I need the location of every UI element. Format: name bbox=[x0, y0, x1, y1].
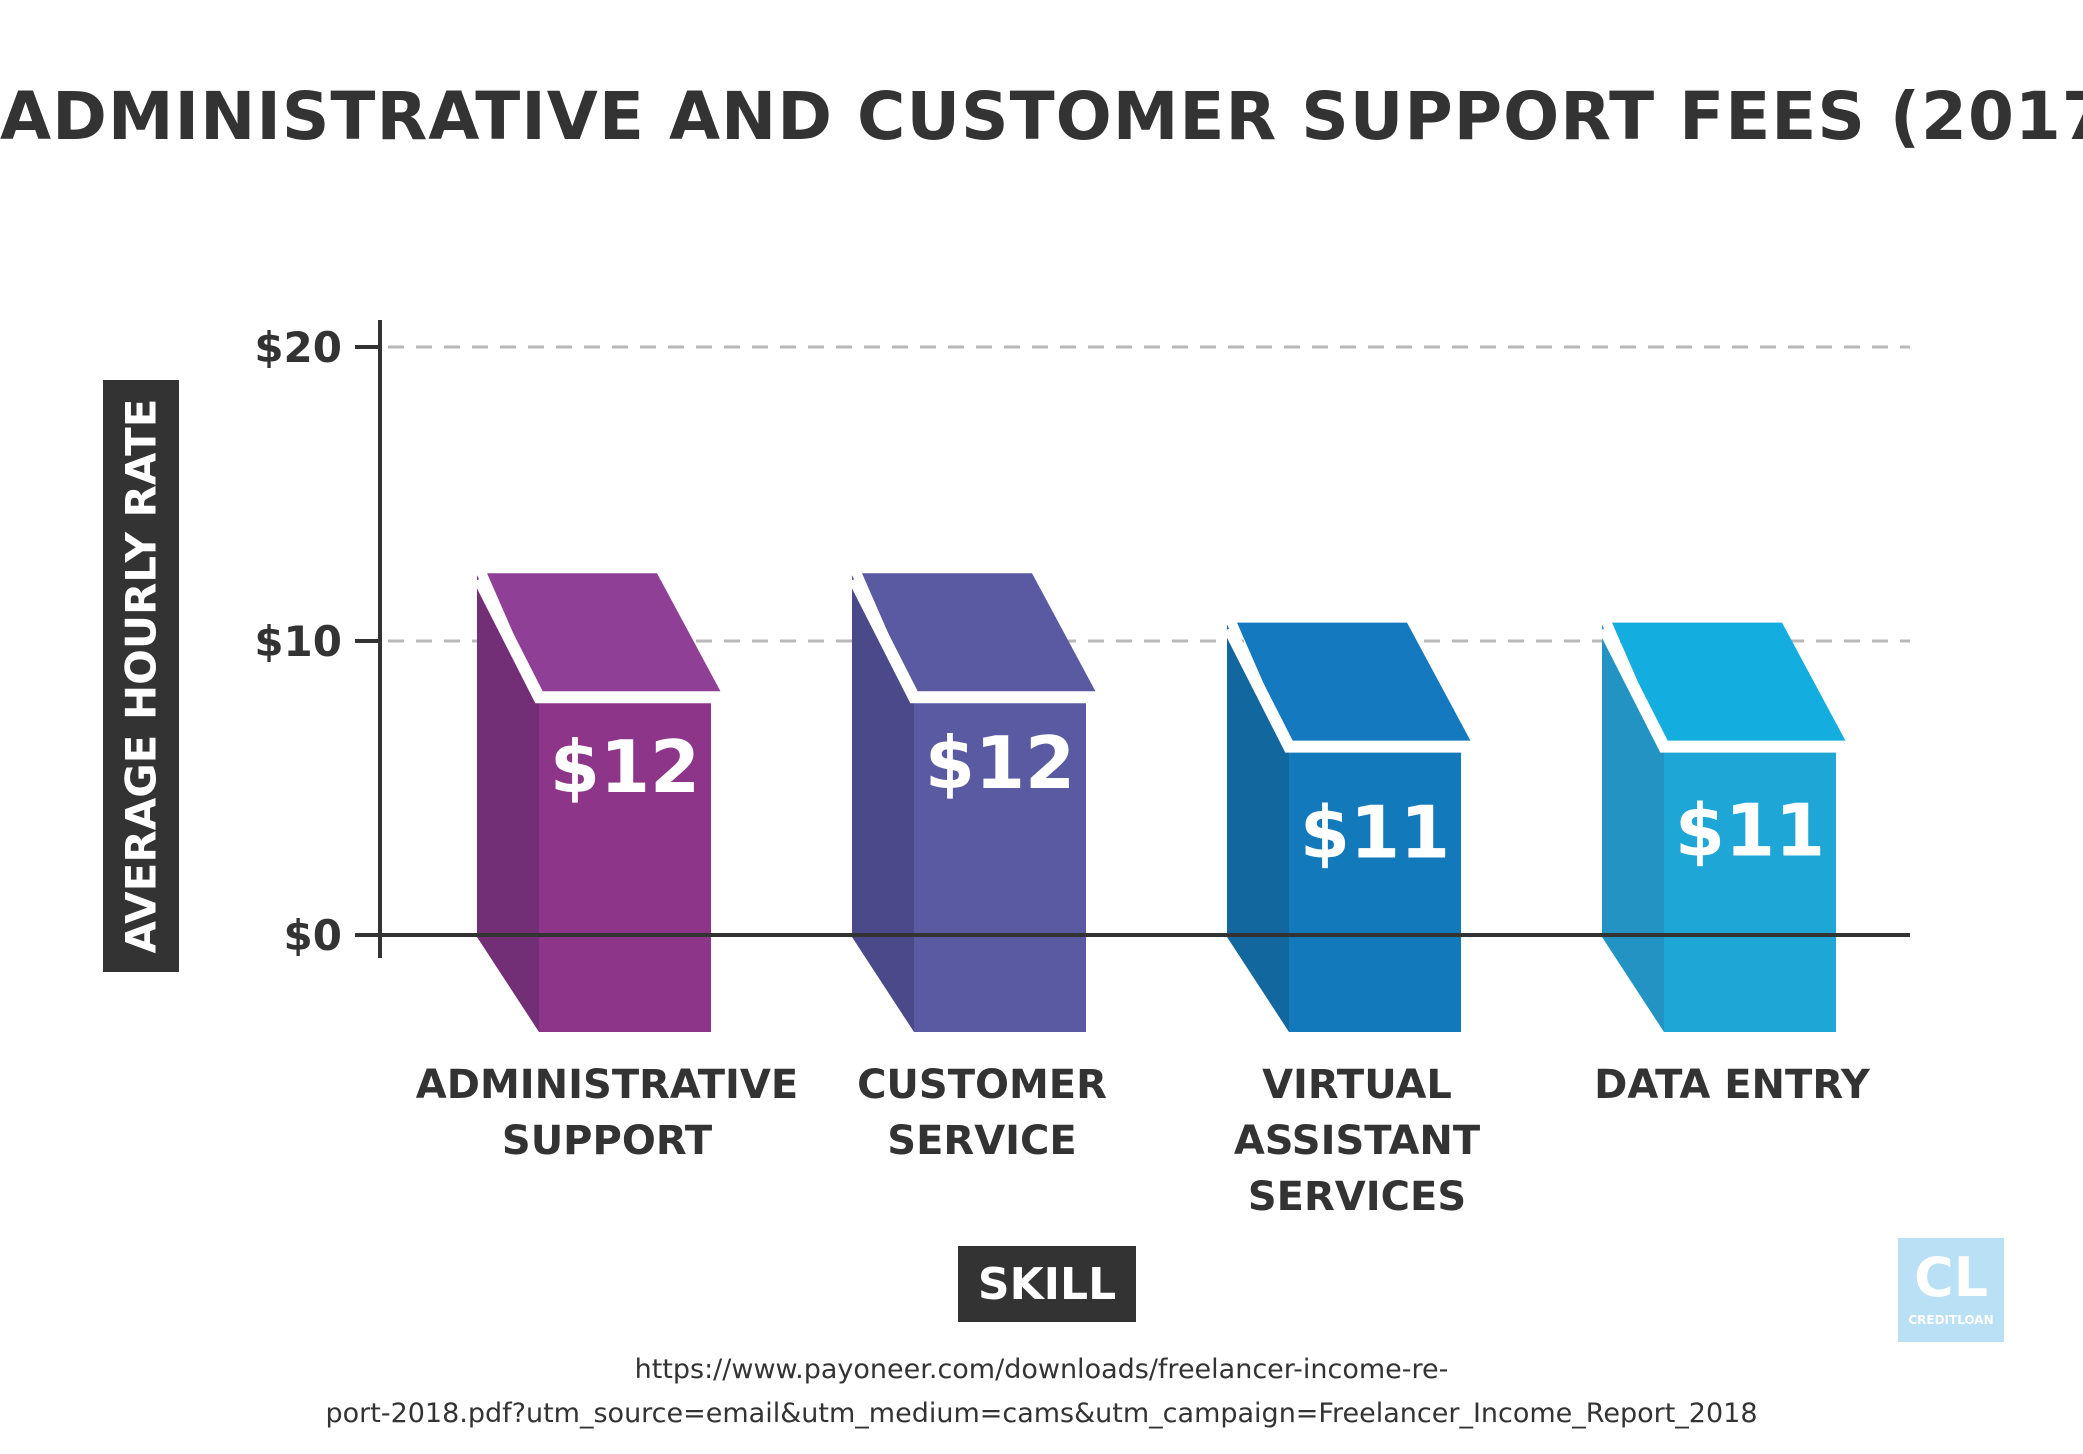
bar-lid bbox=[487, 573, 721, 693]
creditloan-logo: CL CREDITLOAN bbox=[1898, 1238, 2004, 1342]
category-label: ASSISTANT bbox=[1234, 1118, 1481, 1164]
category-label: ADMINISTRATIVE bbox=[416, 1062, 798, 1108]
category-label: SERVICE bbox=[887, 1118, 1076, 1164]
y-axis-label-box bbox=[103, 380, 179, 972]
x-axis-label: SKILL bbox=[958, 1246, 1136, 1322]
bar-lid bbox=[1612, 622, 1846, 742]
category-label: SUPPORT bbox=[502, 1118, 713, 1164]
category-label: DATA ENTRY bbox=[1594, 1062, 1871, 1108]
category-label: CUSTOMER bbox=[857, 1062, 1107, 1108]
logo-mark: CL bbox=[1913, 1246, 1989, 1309]
bar-data-label: $12 bbox=[550, 725, 700, 809]
bar-side bbox=[477, 575, 539, 1032]
category-label: VIRTUAL bbox=[1262, 1062, 1452, 1108]
bar bbox=[539, 700, 711, 1032]
bar bbox=[1289, 749, 1461, 1032]
source-citation: https://www.payoneer.com/downloads/freel… bbox=[0, 1348, 2083, 1436]
bar-lid bbox=[862, 573, 1096, 693]
bar-lid-gap bbox=[848, 576, 1098, 704]
logo-text: CREDITLOAN bbox=[1908, 1313, 1994, 1327]
bar-data-label: $11 bbox=[1300, 791, 1450, 875]
chart-title: ADMINISTRATIVE AND CUSTOMER SUPPORT FEES… bbox=[0, 78, 2083, 155]
source-line-2: port-2018.pdf?utm_source=email&utm_mediu… bbox=[325, 1398, 1758, 1429]
y-tick-label: $20 bbox=[254, 323, 342, 372]
bar-data-label: $11 bbox=[1675, 789, 1825, 873]
bar-lid-gap bbox=[473, 576, 723, 704]
source-line-1: https://www.payoneer.com/downloads/freel… bbox=[634, 1354, 1449, 1385]
bar bbox=[1664, 749, 1836, 1032]
y-tick-label: $10 bbox=[254, 617, 342, 666]
bar-lid-gap bbox=[1598, 625, 1848, 753]
bar bbox=[914, 700, 1086, 1032]
bar-data-label: $12 bbox=[925, 721, 1075, 805]
bar-side bbox=[852, 575, 914, 1032]
bars: $12 $12 $11 $11 bbox=[473, 573, 1848, 1032]
y-tick-labels: $0 $10 $20 bbox=[254, 323, 342, 960]
bar-lid-gap bbox=[1223, 625, 1473, 753]
category-label: SERVICES bbox=[1248, 1174, 1466, 1220]
bar-lid bbox=[1237, 622, 1471, 742]
y-tick-label: $0 bbox=[284, 911, 342, 960]
axes bbox=[355, 320, 1910, 958]
category-labels: ADMINISTRATIVE SUPPORT CUSTOMER SERVICE VIRT… bbox=[416, 1062, 1871, 1220]
